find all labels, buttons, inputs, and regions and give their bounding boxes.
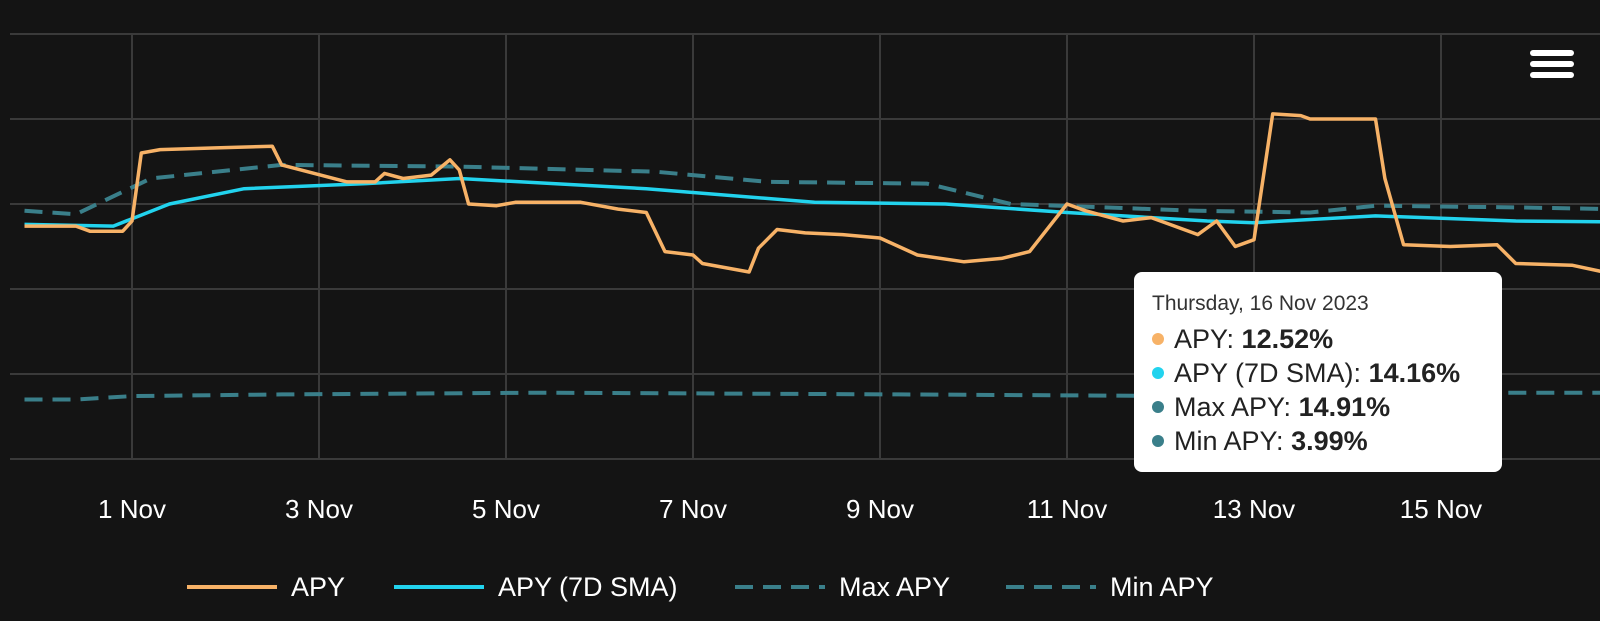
chart-tooltip: Thursday, 16 Nov 2023 APY: 12.52% APY (7… bbox=[1134, 272, 1502, 472]
tooltip-value: 14.16% bbox=[1368, 358, 1461, 388]
tooltip-label: APY: bbox=[1174, 324, 1242, 354]
hamburger-menu-icon-bar bbox=[1530, 72, 1574, 78]
legend-item[interactable]: Min APY bbox=[1006, 572, 1214, 602]
legend-item[interactable]: Max APY bbox=[735, 572, 950, 602]
series-min-apy bbox=[24, 390, 1600, 402]
tooltip-dot-sma bbox=[1152, 366, 1164, 379]
x-tick-label: 11 Nov bbox=[1027, 494, 1107, 524]
series-sma bbox=[24, 176, 1600, 228]
legend-label: APY (7D SMA) bbox=[498, 572, 678, 602]
tooltip-label: Max APY: bbox=[1174, 392, 1299, 422]
x-tick-label: 3 Nov bbox=[285, 494, 353, 524]
chart-legend[interactable]: APY APY (7D SMA) Max APY Min APY bbox=[187, 572, 1214, 602]
tooltip-dot-max bbox=[1152, 400, 1164, 413]
x-tick-label: 13 Nov bbox=[1213, 494, 1295, 524]
hamburger-menu-icon-bar bbox=[1530, 61, 1574, 67]
tooltip-value: 14.91% bbox=[1298, 392, 1391, 422]
tooltip-value: 3.99% bbox=[1291, 426, 1368, 456]
legend-label: APY bbox=[291, 572, 345, 602]
tooltip-row-apy: APY: 12.52% bbox=[1152, 322, 1484, 356]
legend-item[interactable]: APY bbox=[187, 572, 345, 602]
tooltip-dot-apy bbox=[1152, 332, 1164, 345]
legend-item[interactable]: APY (7D SMA) bbox=[394, 572, 678, 602]
legend-label: Min APY bbox=[1110, 572, 1214, 602]
chart-series bbox=[24, 112, 1600, 402]
series-apy bbox=[24, 112, 1600, 274]
x-tick-label: 5 Nov bbox=[472, 494, 540, 524]
tooltip-dot-min bbox=[1152, 434, 1164, 447]
x-tick-label: 7 Nov bbox=[659, 494, 727, 524]
tooltip-label: APY (7D SMA): bbox=[1174, 358, 1369, 388]
tooltip-date: Thursday, 16 Nov 2023 bbox=[1152, 292, 1369, 315]
tooltip-row-min: Min APY: 3.99% bbox=[1152, 424, 1484, 458]
x-tick-label: 1 Nov bbox=[98, 494, 166, 524]
tooltip-value: 12.52% bbox=[1241, 324, 1334, 354]
hamburger-menu-icon bbox=[1530, 50, 1574, 56]
chart-menu-button[interactable] bbox=[1530, 50, 1574, 86]
legend-label: Max APY bbox=[839, 572, 950, 602]
tooltip-row-sma: APY (7D SMA): 14.16% bbox=[1152, 356, 1484, 390]
x-tick-label: 9 Nov bbox=[846, 494, 914, 524]
tooltip-row-max: Max APY: 14.91% bbox=[1152, 390, 1484, 424]
x-axis-ticks: 1 Nov 3 Nov 5 Nov 7 Nov 9 Nov 11 Nov 13 Nov 15 … bbox=[98, 494, 1482, 524]
tooltip-label: Min APY: bbox=[1174, 426, 1292, 456]
x-tick-label: 15 Nov bbox=[1400, 494, 1482, 524]
